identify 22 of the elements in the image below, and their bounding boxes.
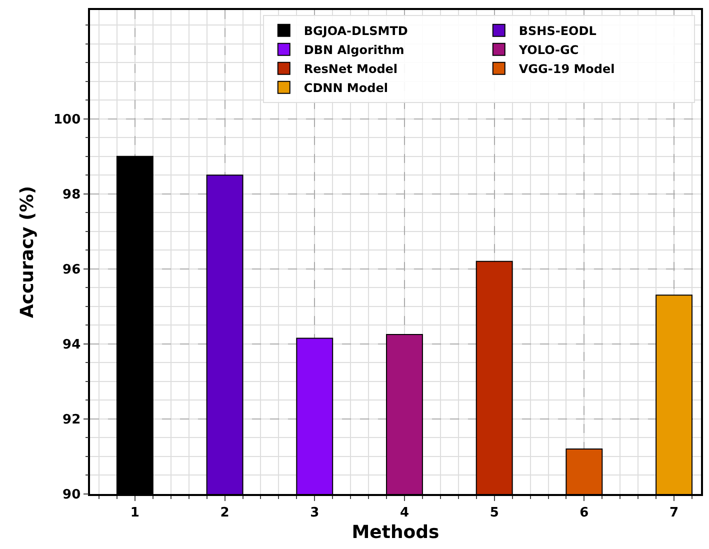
y-tick-label: 96	[62, 262, 81, 278]
legend-label: VGG-19 Model	[518, 62, 615, 76]
legend-label: BGJOA-DLSMTD	[304, 24, 408, 38]
x-tick-label: 1	[130, 505, 140, 520]
legend-label: BSHS-EODL	[518, 24, 597, 38]
x-axis-title: Methods	[352, 522, 440, 543]
x-tick-label: 5	[490, 505, 499, 520]
legend-label: ResNet Model	[304, 62, 398, 76]
x-tick-label: 3	[310, 505, 320, 520]
x-tick-label: 2	[220, 505, 230, 520]
x-tick-label: 7	[670, 505, 679, 520]
x-tick-label: 6	[580, 505, 589, 520]
legend-label: CDNN Model	[304, 81, 388, 96]
y-tick-label: 98	[62, 187, 81, 202]
y-tick-label: 92	[62, 412, 81, 428]
y-axis-title: Accuracy (%)	[17, 186, 38, 318]
x-tick-label: 4	[400, 505, 410, 520]
y-tick-label: 100	[54, 112, 81, 128]
legend-label: YOLO-GC	[518, 43, 579, 58]
legend-label: DBN Algorithm	[304, 43, 404, 58]
y-tick-label: 94	[62, 337, 81, 352]
y-tick-label: 90	[62, 488, 81, 503]
